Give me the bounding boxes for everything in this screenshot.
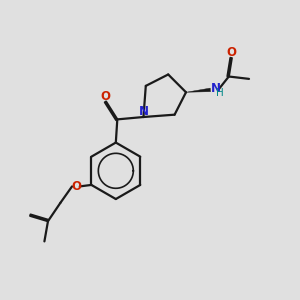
Text: O: O xyxy=(100,90,110,103)
Text: H: H xyxy=(216,88,224,98)
Text: N: N xyxy=(211,82,221,95)
Text: O: O xyxy=(71,180,81,193)
Text: O: O xyxy=(227,46,237,59)
Polygon shape xyxy=(186,88,211,92)
Text: N: N xyxy=(139,105,148,118)
